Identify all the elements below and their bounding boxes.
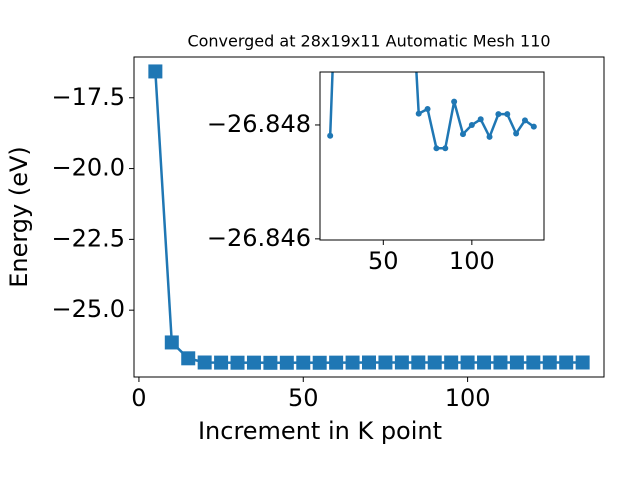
x-tick-label: 100: [445, 384, 491, 412]
marker: [504, 111, 511, 118]
marker: [442, 145, 449, 152]
marker: [477, 116, 484, 123]
marker: [214, 355, 229, 370]
marker: [296, 355, 311, 370]
x-tick-label: 0: [131, 384, 146, 412]
marker: [451, 98, 458, 105]
marker: [493, 355, 508, 370]
marker: [197, 355, 212, 370]
plot-area: [320, 72, 544, 240]
x-axis-label: Increment in K point: [198, 417, 442, 445]
marker: [411, 355, 426, 370]
marker: [181, 351, 196, 366]
x-tick-label: 50: [368, 247, 399, 275]
marker: [164, 335, 179, 350]
y-tick-label: −26.846: [207, 224, 311, 252]
marker: [394, 355, 409, 370]
marker: [530, 123, 537, 130]
marker: [263, 355, 278, 370]
marker: [526, 355, 541, 370]
marker: [279, 355, 294, 370]
marker: [468, 121, 475, 128]
marker: [459, 131, 466, 138]
y-tick-label: −26.848: [207, 110, 311, 138]
marker: [362, 355, 376, 370]
marker: [559, 355, 574, 370]
marker: [378, 355, 393, 370]
chart-title: Converged at 28x19x11 Automatic Mesh 110: [187, 32, 550, 51]
x-tick-label: 100: [449, 247, 495, 275]
plot-layer: [327, 72, 537, 152]
marker: [415, 110, 422, 117]
y-axis-label: Energy (eV): [5, 146, 33, 288]
marker: [509, 355, 524, 370]
marker: [477, 355, 492, 370]
marker: [327, 132, 334, 139]
y-tick-label: −25.0: [51, 295, 125, 323]
marker: [542, 355, 557, 370]
marker: [345, 355, 360, 370]
marker: [427, 355, 442, 370]
x-tick-label: 50: [288, 384, 319, 412]
marker: [444, 355, 459, 370]
marker: [513, 130, 520, 137]
marker: [521, 117, 528, 124]
axes-frame: [319, 71, 545, 241]
marker: [424, 106, 431, 113]
y-tick-label: −20.0: [51, 154, 125, 182]
marker: [312, 355, 327, 370]
y-tick-label: −17.5: [51, 83, 125, 111]
marker: [148, 64, 163, 79]
y-tick-label: −22.5: [51, 224, 125, 252]
marker: [486, 133, 493, 140]
plot-layer: [148, 64, 590, 370]
marker: [460, 355, 475, 370]
marker: [230, 355, 245, 370]
axes-frame: [133, 56, 605, 378]
marker: [575, 355, 590, 370]
marker: [433, 145, 440, 152]
marker: [246, 355, 261, 370]
marker: [329, 355, 344, 370]
marker: [495, 111, 502, 118]
